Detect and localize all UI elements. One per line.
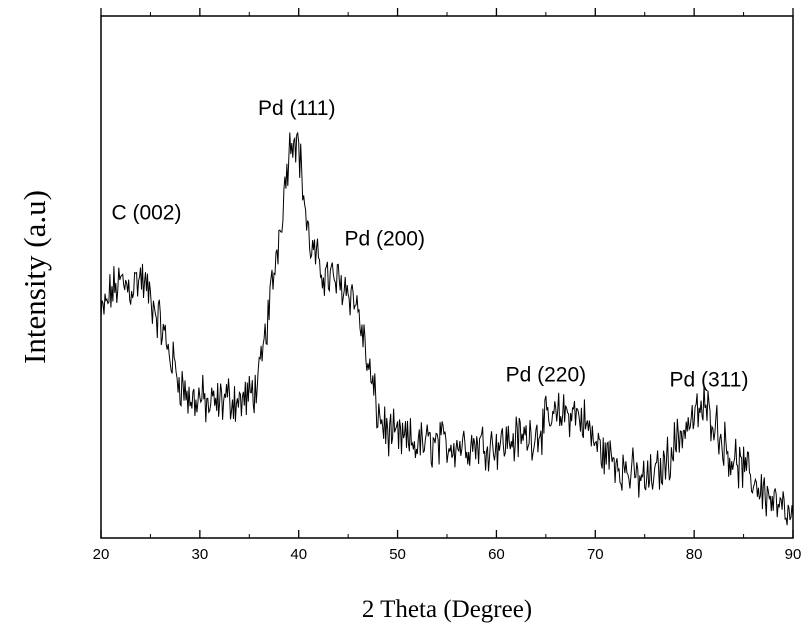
x-tick-label: 80: [686, 546, 703, 563]
peak-label: Pd (220): [506, 363, 587, 386]
peak-label: Pd (200): [344, 228, 425, 251]
y-axis-title: Intensity (a.u): [17, 190, 52, 364]
x-tick-label: 90: [785, 546, 802, 563]
x-tick-label: 30: [192, 546, 209, 563]
x-tick-label: 70: [587, 546, 604, 563]
x-tick-label: 20: [93, 546, 110, 563]
peak-label: Pd (111): [258, 97, 335, 120]
x-tick-label: 40: [290, 546, 307, 563]
x-tick-label: 60: [488, 546, 505, 563]
x-tick-label: 50: [389, 546, 406, 563]
peak-label: C (002): [111, 202, 181, 225]
peak-annotations: C (002) Pd (111) Pd (200) Pd (220) Pd (311): [111, 97, 748, 391]
xrd-pattern-line: [100, 131, 794, 526]
peak-label: Pd (311): [669, 369, 748, 392]
x-axis-title: 2 Theta (Degree): [362, 596, 532, 623]
axis-ticks: [100, 8, 794, 538]
x-tick-labels: 20 30 40 50 60 70 80 90: [93, 546, 802, 563]
